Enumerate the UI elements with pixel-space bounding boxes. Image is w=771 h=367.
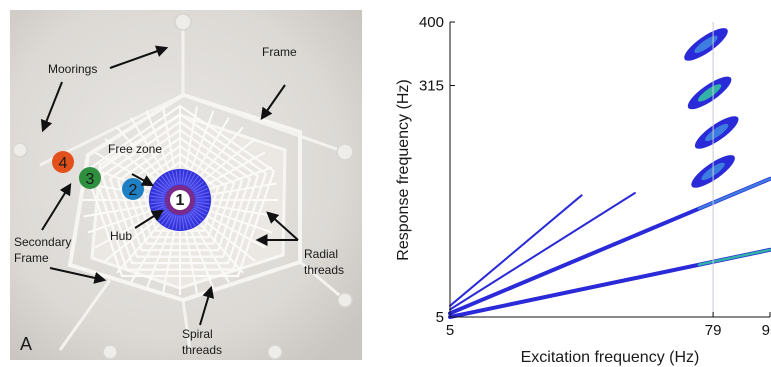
marker-4: 4: [52, 151, 74, 173]
panel-label-a: A: [20, 334, 32, 354]
mooring-knobs: [12, 13, 354, 360]
x-tick-label: 79: [705, 322, 722, 339]
label-secondary-frame-line2: Frame: [14, 251, 49, 265]
outer-frame: [67, 92, 302, 303]
marker-3: 3: [79, 167, 101, 189]
resonance-blob: [687, 76, 732, 110]
ridge-1: [448, 247, 771, 319]
hub: 1: [149, 169, 211, 231]
marker-1: [170, 190, 190, 210]
marker-1-label: 1: [176, 192, 185, 209]
panel-a: 1 2 3 4: [10, 10, 362, 360]
ridge-highlight-1: [697, 248, 771, 266]
marker-2-label: 2: [129, 182, 138, 199]
ridge-2: [448, 176, 771, 316]
x-axis-ticks: 5 79 95: [446, 312, 771, 339]
label-spiral-threads-line1: Spiral: [182, 327, 213, 341]
label-free-zone: Free zone: [108, 142, 162, 156]
ridge-line-3: [449, 192, 636, 311]
y-tick-label: 315: [419, 78, 444, 95]
ridge-4: [449, 194, 583, 307]
resonance-blob: [684, 28, 728, 61]
plot-content: [448, 22, 771, 319]
label-radial-threads-line1: Radial: [304, 247, 338, 261]
x-axis-label: Excitation frequency (Hz): [521, 349, 700, 366]
ridge-3: [449, 192, 636, 311]
marker-4-label: 4: [59, 155, 68, 172]
annotation-arrows: [40, 45, 299, 326]
y-axis-ticks: 5 315 400: [419, 14, 455, 326]
y-axis-label: Response frequency (Hz): [395, 79, 412, 260]
blob-inner: [694, 35, 718, 54]
x-tick-label: 5: [446, 322, 454, 339]
label-secondary-frame-line1: Secondary: [14, 235, 71, 249]
y-tick-label: 5: [436, 309, 444, 326]
label-spiral-threads-line2: threads: [182, 343, 222, 357]
label-radial-threads-line2: threads: [304, 263, 344, 277]
ridge-highlight-2: [697, 177, 771, 210]
label-moorings: Moorings: [48, 62, 97, 76]
label-hub: Hub: [110, 229, 132, 243]
marker-2: 2: [122, 178, 144, 200]
label-frame: Frame: [262, 45, 297, 59]
x-tick-label: 95: [762, 322, 771, 339]
annotation-labels: Moorings Frame Free zone Hub Secondary F…: [14, 45, 344, 357]
marker-3-label: 3: [86, 171, 95, 188]
resonance-blob: [694, 116, 739, 149]
blob-inner: [697, 84, 722, 102]
ridge-line-4: [449, 194, 583, 307]
blob-inner: [705, 123, 729, 142]
y-tick-label: 400: [419, 14, 444, 31]
